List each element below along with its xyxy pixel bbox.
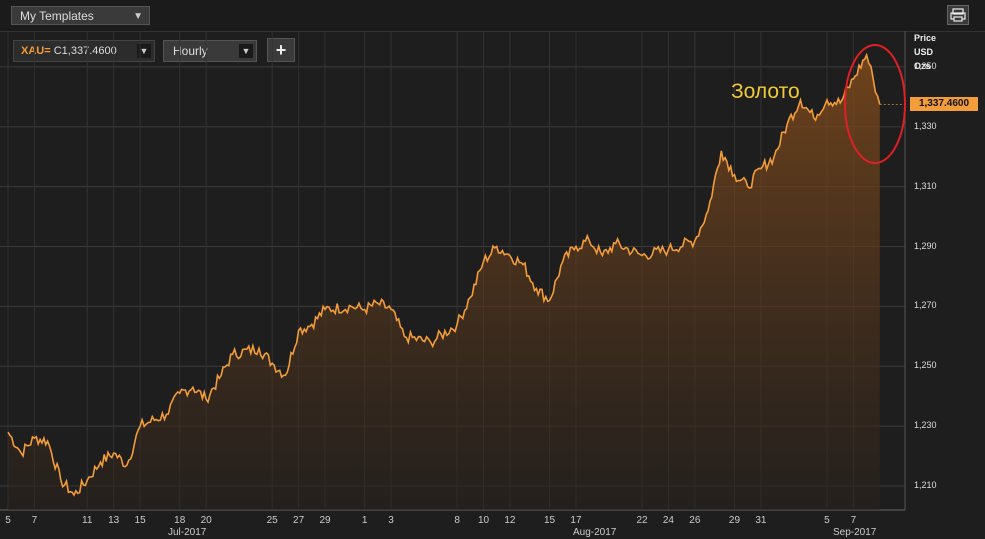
ric-value: C1,337.4600 bbox=[53, 45, 117, 57]
x-tick-label: 24 bbox=[662, 515, 674, 526]
x-tick-label: 7 bbox=[850, 515, 857, 526]
x-tick-label: 26 bbox=[689, 515, 701, 526]
templates-dropdown-label: My Templates bbox=[20, 9, 94, 23]
y-tick-label: 1,270 bbox=[914, 300, 937, 311]
y-tick-label: 1,230 bbox=[914, 420, 937, 431]
x-month-label: Aug-2017 bbox=[573, 527, 617, 538]
add-button[interactable]: + bbox=[267, 38, 295, 62]
x-tick-label: 31 bbox=[755, 515, 767, 526]
x-tick-label: 15 bbox=[544, 515, 556, 526]
axis-header-currency: USD bbox=[914, 47, 934, 57]
x-tick-label: 3 bbox=[388, 515, 394, 526]
last-price-badge: 1,337.4600 bbox=[910, 97, 978, 112]
ric-code: XAU= bbox=[21, 45, 51, 57]
x-tick-label: 29 bbox=[728, 515, 741, 526]
highlight-ellipse bbox=[844, 44, 906, 164]
x-tick-label: 5 bbox=[5, 515, 11, 526]
y-tick-label: 1,330 bbox=[914, 120, 937, 131]
x-tick-label: 22 bbox=[636, 515, 648, 526]
x-tick-label: 13 bbox=[108, 515, 120, 526]
top-toolbar: My Templates ▼ bbox=[0, 0, 985, 32]
x-month-label: Sep-2017 bbox=[833, 527, 877, 538]
x-month-label: Jul-2017 bbox=[168, 527, 207, 538]
x-tick-label: 17 bbox=[570, 515, 582, 526]
x-tick-label: 11 bbox=[82, 515, 93, 526]
axis-header-price: Price bbox=[914, 33, 937, 43]
x-tick-label: 29 bbox=[319, 515, 331, 526]
x-tick-label: 5 bbox=[824, 515, 830, 526]
axis-header-unit: Ozs bbox=[914, 61, 931, 71]
print-button[interactable] bbox=[947, 5, 969, 25]
y-tick-label: 1,250 bbox=[914, 360, 937, 371]
chevron-down-icon: ▼ bbox=[239, 44, 253, 58]
y-tick-label: 1,290 bbox=[914, 240, 937, 251]
x-tick-label: 27 bbox=[293, 515, 305, 526]
templates-dropdown[interactable]: My Templates ▼ bbox=[11, 6, 150, 25]
x-tick-label: 12 bbox=[504, 515, 516, 526]
series-line bbox=[7, 52, 881, 497]
x-tick-label: 20 bbox=[200, 515, 212, 526]
x-tick-label: 25 bbox=[266, 515, 278, 526]
y-tick-label: 1,350 bbox=[914, 60, 937, 71]
y-tick-label: 1,310 bbox=[914, 180, 937, 191]
chevron-down-icon: ▼ bbox=[133, 11, 143, 22]
x-tick-label: 15 bbox=[134, 515, 146, 526]
x-tick-label: 18 bbox=[174, 515, 186, 526]
y-tick-label: 1,210 bbox=[914, 480, 937, 491]
x-tick-label: 10 bbox=[477, 515, 490, 526]
instrument-selector[interactable]: XAU= C1,337.4600 ▼ bbox=[13, 40, 155, 62]
interval-label: Hourly bbox=[173, 44, 208, 58]
x-tick-label: 8 bbox=[454, 515, 460, 526]
x-tick-label: 7 bbox=[31, 515, 38, 526]
x-tick-label: 1 bbox=[361, 515, 368, 526]
printer-icon bbox=[950, 8, 966, 22]
series-area bbox=[8, 55, 880, 510]
interval-dropdown[interactable]: Hourly ▼ bbox=[163, 40, 257, 62]
chart-annotation: Золото bbox=[731, 80, 800, 103]
